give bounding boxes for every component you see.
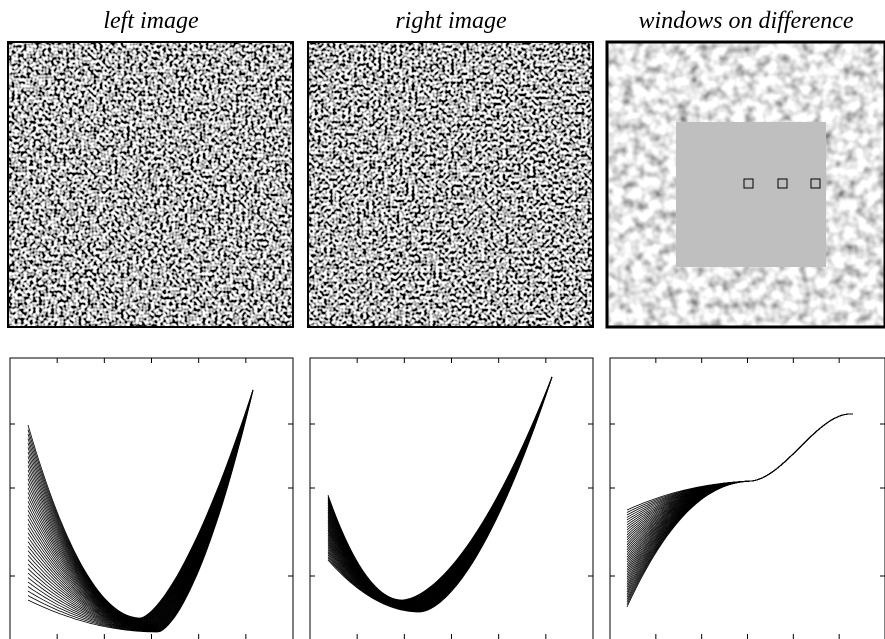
curve xyxy=(327,376,553,602)
curve xyxy=(626,413,854,578)
curve xyxy=(327,376,553,601)
curve xyxy=(327,376,553,601)
curve xyxy=(626,413,854,570)
window xyxy=(777,178,788,189)
plots xyxy=(9,357,885,639)
plot-frame xyxy=(309,357,594,639)
curve xyxy=(327,376,553,602)
curve xyxy=(626,413,854,523)
curve xyxy=(626,413,854,541)
curve xyxy=(327,376,553,602)
plot-frame xyxy=(609,357,885,639)
window xyxy=(810,178,821,189)
panel-title: right image xyxy=(395,8,507,34)
image-frame xyxy=(605,40,885,329)
curve xyxy=(27,389,254,632)
curve xyxy=(27,389,254,633)
curve xyxy=(626,413,854,533)
curve xyxy=(626,413,854,608)
curve xyxy=(626,413,854,511)
panel-title: left image xyxy=(103,8,199,34)
right-image xyxy=(308,42,593,327)
curve xyxy=(327,376,553,613)
window xyxy=(743,178,754,189)
curve xyxy=(327,376,553,602)
left-image xyxy=(8,42,293,327)
image-frame xyxy=(307,41,594,328)
flat-region xyxy=(676,122,826,267)
curve xyxy=(626,413,854,575)
panel-title: windows on difference xyxy=(638,8,853,34)
image-frame xyxy=(7,41,294,328)
curve xyxy=(626,413,854,573)
